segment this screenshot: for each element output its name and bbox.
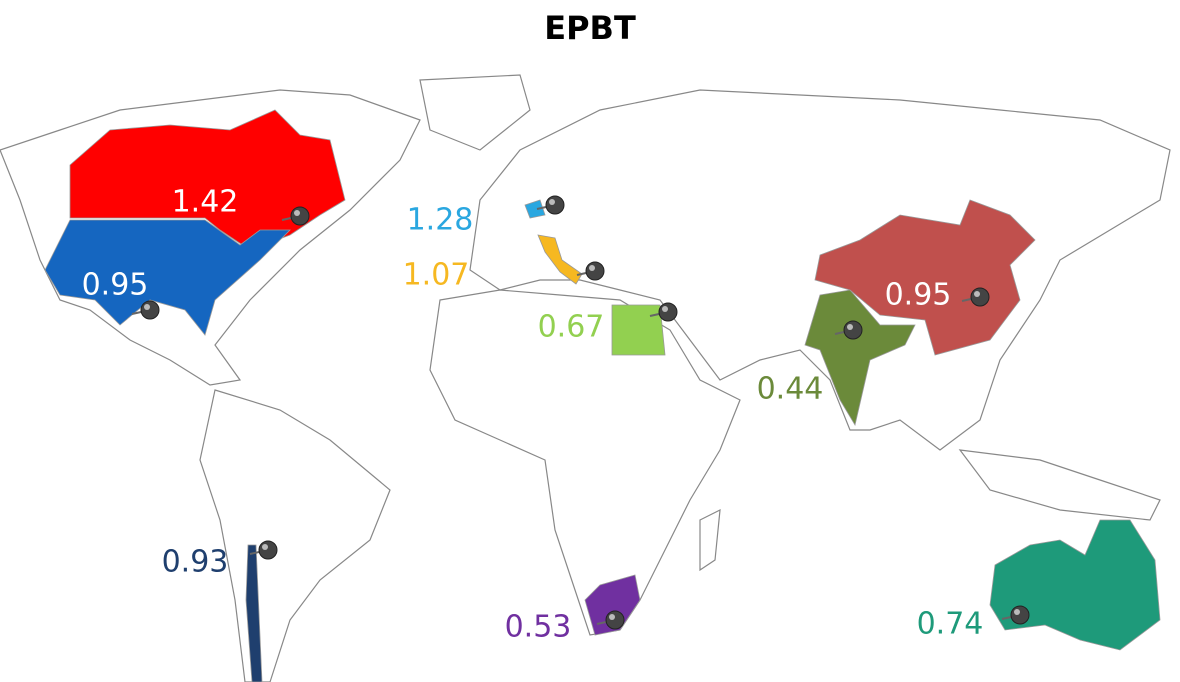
pin-shine — [662, 306, 668, 312]
pin-shine — [294, 210, 300, 216]
region-label: 1.07 — [403, 258, 470, 293]
pin-shine — [1014, 609, 1020, 615]
pin-shine — [144, 304, 150, 310]
pin-head — [605, 610, 625, 630]
pin-shine — [262, 544, 268, 550]
region — [69, 109, 346, 251]
pin-head — [258, 540, 278, 560]
region-label: 0.67 — [538, 310, 605, 345]
madagascar — [699, 508, 721, 572]
region — [245, 544, 263, 682]
pin-head — [843, 320, 863, 340]
region-label: 0.74 — [917, 607, 984, 642]
region-label: 1.28 — [407, 203, 474, 238]
region — [44, 219, 291, 336]
region — [814, 199, 1036, 356]
region-label: 0.95 — [885, 278, 952, 313]
pin-shine — [589, 265, 595, 271]
region-label: 0.53 — [505, 610, 572, 645]
pin-head — [290, 206, 310, 226]
pin-head — [545, 195, 565, 215]
pin-head — [585, 261, 605, 281]
region-label: 0.95 — [82, 268, 149, 303]
region — [804, 289, 916, 427]
region-label: 0.44 — [757, 372, 824, 407]
pin-shine — [847, 324, 853, 330]
greenland — [419, 74, 531, 151]
map-title: EPBT — [544, 9, 636, 47]
region — [537, 234, 583, 285]
southeast-asia — [958, 449, 1161, 521]
region — [611, 304, 666, 356]
highlighted-regions: 1.42 0.95 1.28 1.07 0.67 0.44 0.95 0.93 0.53 0.74 — [44, 109, 1161, 682]
pin-head — [140, 300, 160, 320]
pin-head — [970, 287, 990, 307]
pin-shine — [609, 614, 615, 620]
south-america — [199, 389, 391, 682]
region-label: 1.42 — [172, 185, 239, 220]
region — [584, 574, 641, 636]
region — [524, 199, 546, 219]
pin-shine — [549, 199, 555, 205]
pin-head — [658, 302, 678, 322]
pin-head — [1010, 605, 1030, 625]
region-label: 0.93 — [162, 545, 229, 580]
region — [989, 519, 1161, 651]
pin-shine — [974, 291, 980, 297]
